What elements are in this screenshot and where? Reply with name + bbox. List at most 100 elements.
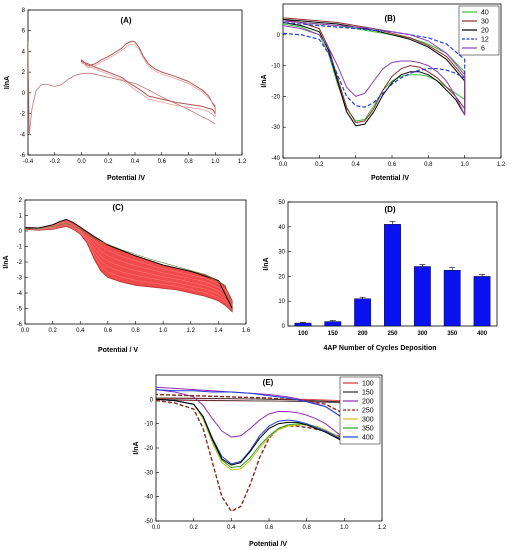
legend-label: 300 [362, 417, 374, 424]
y-axis-label: I/nA [263, 257, 270, 270]
x-tick-label: 0.6 [158, 159, 167, 165]
x-tick-label: 0.8 [131, 328, 140, 334]
x-tick-label: 150 [328, 331, 339, 337]
x-tick-label: 1.2 [187, 328, 196, 334]
x-axis-label: Potential /V [249, 541, 287, 548]
cv-cycles-band [25, 218, 233, 313]
y-tick-label: 0 [282, 324, 286, 330]
y-tick-label: 8 [22, 8, 26, 14]
x-tick-label: 200 [358, 331, 369, 337]
panel-b: -40 -30 -20 -10 0 0.0 0.2 0.4 0.6 0.8 1.0 1.2 40 30 20… [261, 3, 506, 182]
plot-area [25, 218, 233, 313]
legend-box [339, 376, 381, 445]
x-tick-label: 0.0 [21, 328, 30, 334]
x-tick-label: -0.4 [23, 159, 34, 165]
bar-300 [413, 266, 431, 327]
y-tick-label: -10 [271, 64, 280, 70]
y-tick-label: -20 [144, 446, 153, 452]
x-tick-label: 1.4 [214, 328, 223, 334]
series-line-300 [156, 398, 345, 471]
x-tick-label: 0.8 [302, 525, 311, 531]
x-tick-label: 0.6 [388, 162, 397, 168]
bar-200 [354, 298, 372, 327]
y-axis-label: I/nA [3, 255, 10, 268]
x-tick-label: 1.2 [238, 159, 247, 165]
x-tick-label: 0.2 [189, 525, 198, 531]
y-tick-label: -3 [17, 276, 23, 282]
y-tick-label: -30 [144, 470, 153, 476]
bar-100 [294, 322, 312, 327]
legend-label: 400 [362, 435, 374, 442]
panel-c: -6 -5 -4 -3 -2 -1 0 1 2 0.0 0.2 0.4 0.6 0.8 1.0 1.2 1.4 1… [3, 198, 251, 354]
plot-area [156, 386, 345, 512]
x-tick-label: 0.2 [104, 159, 113, 165]
y-tick-label: -6 [20, 153, 26, 159]
panel-e: -50 -40 -30 -20 -10 0 0.0 0.2 0.4 0.6 0.8 1.0 1.2 100… [133, 374, 387, 548]
x-tick-label: 400 [477, 331, 488, 337]
y-tick-label: -50 [144, 519, 153, 525]
x-axis-label: 4AP Number of Cycles Deposition [323, 345, 436, 352]
series-line-40 [283, 20, 466, 122]
y-tick-label: 10 [278, 299, 285, 305]
x-tick-label: 1.2 [378, 525, 387, 531]
x-tick-label: 1.0 [340, 525, 349, 531]
y-tick-label: 50 [278, 200, 285, 206]
x-tick-label: 0.2 [48, 328, 57, 334]
cv-cycle-trace [25, 223, 233, 309]
y-tick-label: -4 [20, 132, 26, 138]
bar-350 [443, 270, 461, 327]
x-axis-label: Potential /V [371, 175, 409, 182]
y-tick-label: 40 [278, 225, 285, 231]
plot-frame [27, 9, 243, 156]
legend: 40 30 20 12 6 [458, 5, 500, 56]
series-line-3 [81, 43, 216, 118]
y-tick-label: -1 [17, 245, 23, 251]
y-tick-label: 0 [277, 33, 281, 39]
series-line-6 [283, 20, 466, 116]
x-tick-label: 300 [417, 331, 428, 337]
y-tick-label: 0 [22, 91, 26, 97]
legend-label: 20 [481, 28, 489, 35]
bar-250 [384, 224, 401, 327]
x-tick-label: 250 [387, 331, 398, 337]
x-tick-label: 0.8 [184, 159, 193, 165]
y-tick-label: -2 [17, 260, 23, 266]
x-tick-label: 350 [447, 331, 458, 337]
plot-area [28, 40, 216, 135]
x-tick-label: 0.4 [351, 162, 360, 168]
panel-label: (C) [112, 203, 123, 212]
series-line-12 [283, 21, 466, 108]
series-line-2 [81, 40, 216, 115]
y-tick-label: 30 [278, 250, 285, 256]
x-axis-label: Potential /V [107, 175, 145, 182]
series-line-1 [28, 41, 216, 135]
x-tick-label: 1.0 [211, 159, 220, 165]
legend: 100 150 200 250 300 350 400 [339, 376, 381, 445]
cv-cycle-trace [25, 221, 233, 305]
legend-label: 350 [362, 426, 374, 433]
cv-cycle-trace [25, 224, 233, 310]
series-line-30 [283, 17, 466, 124]
x-tick-label: 0.0 [77, 159, 86, 165]
y-tick-label: -4 [17, 291, 23, 297]
y-tick-label: -5 [17, 307, 23, 313]
legend-label: 40 [481, 10, 489, 17]
series-line-8 [156, 398, 345, 466]
y-tick-label: -2 [20, 112, 26, 118]
y-tick-label: -40 [144, 495, 153, 501]
y-tick-label: -40 [271, 156, 280, 162]
x-axis-label: Potential / V [98, 347, 138, 354]
y-tick-label: -30 [271, 125, 280, 131]
panel-a: -6 -4 -2 0 2 4 6 8 -0.4 -0.2 0.0 0.2 0.4 0.6 0.8 1.0 1.2… [4, 8, 247, 182]
y-tick-label: -20 [271, 94, 280, 100]
x-tick-label: 1.2 [497, 162, 506, 168]
legend-label: 100 [362, 381, 374, 388]
series-line-250 [156, 393, 345, 512]
x-tick-label: 0.8 [424, 162, 433, 168]
series-line-400 [156, 389, 345, 465]
x-tick-label: 0.6 [265, 525, 274, 531]
y-tick-label: 0 [150, 397, 154, 403]
x-tick-label: 0.4 [131, 159, 140, 165]
x-tick-label: 0.4 [227, 525, 236, 531]
legend-label: 150 [362, 390, 374, 397]
